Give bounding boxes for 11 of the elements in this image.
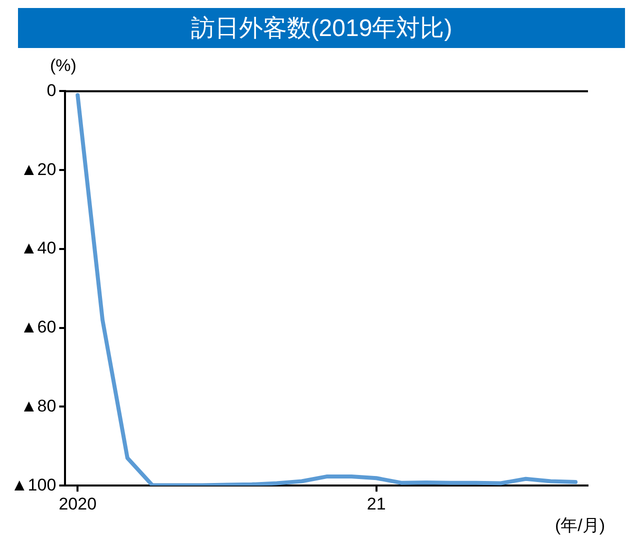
y-axis-title: (%) (50, 56, 78, 77)
y-tick-label: ▲20 (20, 160, 56, 179)
x-axis-title: (年/月) (554, 515, 605, 537)
y-tick-label: ▲40 (20, 238, 56, 258)
y-tick-label: 0 (46, 80, 56, 100)
chart-title: 訪日外客数(2019年対比) (18, 8, 625, 48)
y-tick-label: ▲80 (20, 396, 56, 416)
y-tick-label: ▲100 (10, 475, 56, 494)
x-tick-label: 21 (366, 494, 386, 514)
y-tick-label: ▲60 (20, 318, 56, 337)
x-tick-label: 2020 (58, 494, 97, 514)
